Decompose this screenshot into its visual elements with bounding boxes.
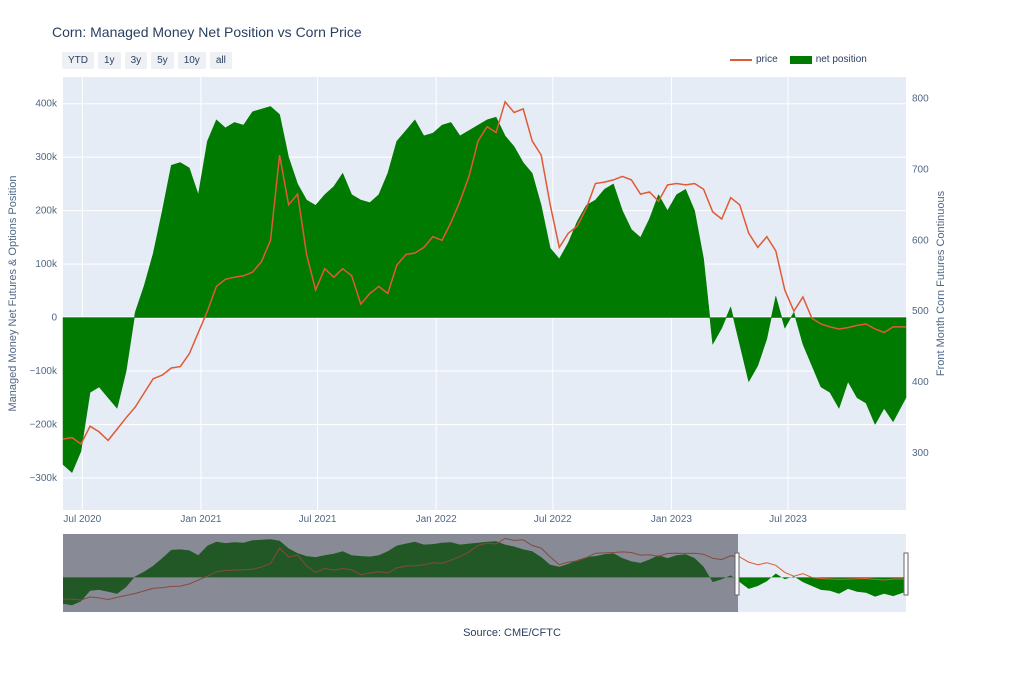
source-note: Source: CME/CFTC	[463, 627, 561, 639]
y-left-tick-label: 200k	[35, 206, 58, 217]
x-tick-label: Jul 2023	[769, 514, 807, 525]
y-left-tick-label: 400k	[35, 99, 58, 110]
legend-item-price[interactable]: price	[730, 54, 778, 65]
y-right-axis-title: Front Month Corn Futures Continuous	[935, 190, 947, 376]
legend: price net position	[730, 54, 873, 65]
price-line	[62, 100, 906, 446]
range-button-all[interactable]: all	[209, 52, 232, 69]
range-button-5y[interactable]: 5y	[151, 52, 174, 69]
range-button-10y[interactable]: 10y	[177, 52, 206, 69]
y-left-tick-label: 100k	[35, 259, 58, 270]
y-right-tick-label: 400	[912, 377, 929, 388]
net-position-area	[62, 106, 907, 474]
y-left-tick-label: −200k	[29, 419, 58, 430]
range-button-3y[interactable]: 3y	[124, 52, 148, 69]
legend-swatch-price	[730, 58, 752, 61]
y-right-tick-label: 600	[912, 235, 929, 246]
range-button-1y[interactable]: 1y	[98, 52, 121, 69]
y-right-tick-label: 300	[912, 448, 929, 459]
y-right-tick-label: 500	[912, 306, 929, 317]
x-tick-label: Jul 2020	[63, 514, 101, 525]
y-left-tick-label: 300k	[35, 152, 58, 163]
y-left-axis-title: Managed Money Net Futures & Options Posi…	[7, 175, 19, 411]
range-slider-handle-left[interactable]	[734, 552, 740, 596]
y-right-tick-label: 800	[912, 93, 929, 104]
x-tick-label: Jan 2022	[416, 514, 458, 525]
range-slider-mask	[63, 534, 738, 612]
chart-title: Corn: Managed Money Net Position vs Corn…	[52, 24, 362, 40]
range-slider-handle-right[interactable]	[903, 552, 909, 596]
y-left-tick-label: −100k	[29, 366, 58, 377]
x-tick-label: Jul 2021	[299, 514, 337, 525]
legend-label-net-position: net position	[815, 54, 867, 65]
legend-swatch-net-position	[789, 55, 812, 64]
y-left-tick-label: 0	[51, 313, 57, 324]
x-tick-label: Jul 2022	[534, 514, 572, 525]
y-left-tick-label: −300k	[29, 473, 58, 484]
y-right-tick-label: 700	[912, 164, 929, 175]
x-tick-label: Jan 2023	[651, 514, 693, 525]
x-tick-label: Jan 2021	[180, 514, 222, 525]
legend-label-price: price	[756, 54, 778, 65]
range-button-ytd[interactable]: YTD	[62, 52, 94, 69]
legend-item-net-position[interactable]: net position	[789, 54, 867, 65]
range-selector: YTD 1y 3y 5y 10y all	[62, 52, 232, 69]
